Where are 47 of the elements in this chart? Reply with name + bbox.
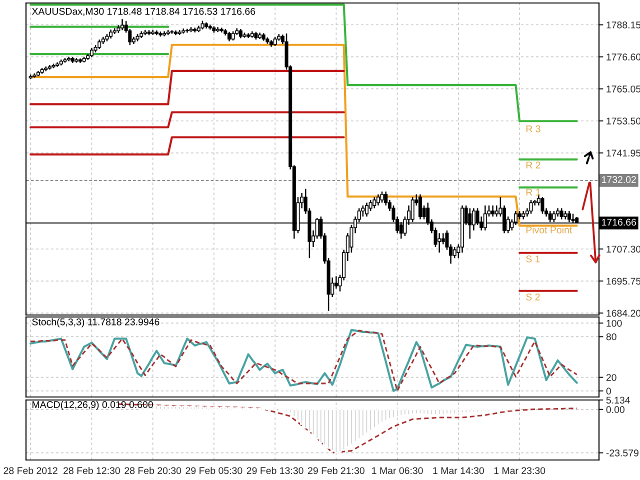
- annotation: Pivot Point: [526, 226, 572, 234]
- candlestick: [418, 194, 422, 220]
- annotation: R 3: [526, 125, 540, 132]
- y-tick-label: -23.579: [606, 450, 638, 456]
- candlestick: [376, 194, 380, 206]
- candlestick: [540, 196, 544, 214]
- annotation: R 1: [526, 188, 540, 196]
- candlestick: [90, 47, 94, 58]
- y-tick-label: 0: [606, 388, 611, 395]
- x-tick-label: 28 Feb 20:30: [124, 466, 182, 474]
- chart-title: XAUUSDax,M30 1718.48 1718.84 1716.53 1716.66: [32, 8, 256, 16]
- candlestick: [231, 30, 235, 42]
- candlestick: [372, 196, 376, 209]
- y-tick-label: 100: [606, 320, 622, 327]
- x-tick-label: 28 Feb 12:30: [64, 466, 120, 474]
- candlestick: [529, 199, 533, 214]
- candlestick: [491, 204, 495, 218]
- candlestick: [120, 18, 124, 31]
- annotation: S 2: [526, 294, 540, 300]
- candlestick: [452, 246, 456, 259]
- candlestick: [227, 31, 231, 42]
- annotation: R 2: [526, 162, 540, 168]
- candlestick: [494, 204, 498, 218]
- x-tick-label: 29 Feb 13:30: [246, 466, 304, 474]
- y-tick-label: 20: [606, 374, 616, 381]
- x-tick-label: 1 Mar 06:30: [372, 467, 423, 474]
- candlestick: [441, 232, 445, 245]
- candlestick: [364, 202, 368, 218]
- y-tick-label: 80: [606, 333, 616, 340]
- candlestick: [98, 38, 102, 50]
- x-tick-label: 1 Mar 23:30: [494, 467, 546, 474]
- ref-line-label: 1732.02: [602, 176, 636, 184]
- chart-title: Stoch(5,3,3) 11.7818 23.9946: [32, 318, 160, 328]
- ref-line-label: 1716.66: [602, 218, 636, 226]
- candlestick: [560, 208, 564, 220]
- y-tick-label: 5.134: [606, 396, 630, 404]
- candlestick: [238, 28, 242, 39]
- x-tick-label: 28 Feb 2012: [4, 466, 58, 474]
- candlestick: [438, 232, 442, 254]
- candlestick: [380, 190, 384, 204]
- x-tick-label: 29 Feb 21:30: [308, 466, 364, 474]
- x-tick-label: 1 Mar 14:30: [433, 467, 484, 474]
- candlestick: [273, 36, 277, 47]
- chart-title: MACD(12,26,9) 0.019 0.600: [32, 400, 153, 410]
- y-tick-label: 0.00: [606, 406, 624, 414]
- annotation: S 1: [526, 256, 540, 262]
- x-tick-label: 29 Feb 05:30: [186, 466, 242, 474]
